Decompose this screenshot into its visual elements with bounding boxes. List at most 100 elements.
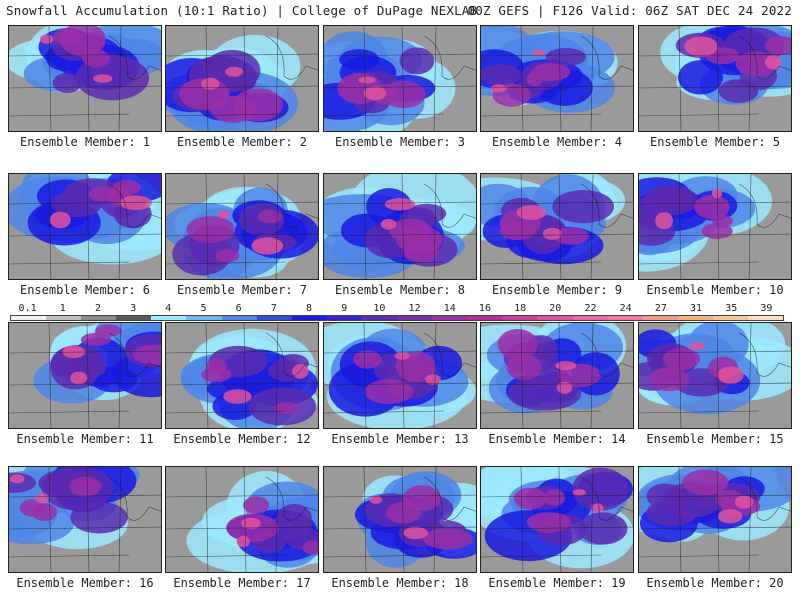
snowfall-map: [9, 323, 161, 428]
colorbar-swatch: [467, 316, 503, 320]
member-label-13: Ensemble Member: 13: [331, 432, 469, 446]
snowfall-map: [9, 174, 161, 279]
colorbar-tick-label: 0.1: [18, 303, 37, 314]
member-map-16: [8, 466, 162, 573]
colorbar-swatch: [712, 316, 748, 320]
colorbar-tick-label: 9: [341, 303, 348, 314]
member-label-16: Ensemble Member: 16: [16, 576, 154, 590]
colorbar-tick-label: 35: [725, 303, 738, 314]
member-map-18: [323, 466, 477, 573]
colorbar-swatch: [747, 316, 784, 320]
member-map-17: [165, 466, 319, 573]
colorbar-swatch: [572, 316, 608, 320]
colorbar-tick-label: 24: [619, 303, 632, 314]
member-label-4: Ensemble Member: 4: [491, 135, 623, 149]
colorbar-swatch: [537, 316, 573, 320]
model-valid-time: 00Z GEFS | F126 Valid: 06Z SAT DEC 24 20…: [467, 3, 792, 18]
colorbar-tick-label: 8: [306, 303, 313, 314]
colorbar-tick-label: 2: [94, 303, 101, 314]
colorbar-swatch: [221, 316, 257, 320]
colorbar-tick-label: 3: [130, 303, 137, 314]
member-map-11: [8, 322, 162, 429]
member-label-20: Ensemble Member: 20: [646, 576, 784, 590]
colorbar-swatch: [361, 316, 398, 320]
member-label-15: Ensemble Member: 15: [646, 432, 784, 446]
colorbar-swatch: [502, 316, 538, 320]
colorbar-tick-label: 4: [165, 303, 172, 314]
snowfall-map: [166, 26, 318, 131]
member-map-7: [165, 173, 319, 280]
header: Snowfall Accumulation (10:1 Ratio) | Col…: [0, 0, 800, 22]
snowfall-map: [324, 467, 476, 572]
snowfall-map: [9, 467, 161, 572]
member-label-8: Ensemble Member: 8: [334, 283, 466, 297]
snowfall-map: [481, 323, 633, 428]
colorbar-swatch: [116, 316, 152, 320]
member-map-6: [8, 173, 162, 280]
colorbar-swatch: [256, 316, 292, 320]
member-map-9: [480, 173, 634, 280]
product-title: Snowfall Accumulation (10:1 Ratio) | Col…: [6, 3, 478, 18]
colorbar-tick-label: 31: [690, 303, 703, 314]
snowfall-map: [324, 174, 476, 279]
member-map-1: [8, 25, 162, 132]
colorbar-swatch: [607, 316, 643, 320]
colorbar-tick-label: 39: [760, 303, 773, 314]
snowfall-map: [324, 26, 476, 131]
colorbar-swatch: [81, 316, 117, 320]
colorbar-swatch: [11, 316, 47, 320]
snowfall-map: [324, 323, 476, 428]
member-map-13: [323, 322, 477, 429]
snowfall-map: [639, 467, 791, 572]
snowfall-map: [166, 467, 318, 572]
member-label-11: Ensemble Member: 11: [16, 432, 154, 446]
snowfall-map: [166, 174, 318, 279]
snowfall-map: [639, 26, 791, 131]
colorbar-swatch: [326, 316, 362, 320]
colorbar-tick-label: 12: [408, 303, 421, 314]
colorbar-swatch: [397, 316, 433, 320]
snowfall-map: [9, 26, 161, 131]
colorbar-tick-label: 20: [549, 303, 562, 314]
member-label-17: Ensemble Member: 17: [173, 576, 311, 590]
member-map-4: [480, 25, 634, 132]
colorbar-swatch: [677, 316, 713, 320]
member-map-19: [480, 466, 634, 573]
member-label-12: Ensemble Member: 12: [173, 432, 311, 446]
snowfall-map: [166, 323, 318, 428]
colorbar-labels: 0.1 1 2 3 4 5 6 7 8 9 10 12 14 16 18 20 22 24 27 31 35 39: [10, 304, 784, 314]
member-map-15: [638, 322, 792, 429]
colorbar-tick-label: 7: [270, 303, 277, 314]
member-map-10: [638, 173, 792, 280]
member-map-5: [638, 25, 792, 132]
colorbar-swatch: [151, 316, 187, 320]
colorbar-tick-label: 22: [584, 303, 597, 314]
colorbar-swatch: [291, 316, 327, 320]
colorbar-tick-label: 14: [443, 303, 456, 314]
member-label-1: Ensemble Member: 1: [19, 135, 151, 149]
snowfall-colorbar: 0.1 1 2 3 4 5 6 7 8 9 10 12 14 16 18 20 22 24 27 31 35 39: [10, 304, 784, 326]
member-label-2: Ensemble Member: 2: [176, 135, 308, 149]
member-label-5: Ensemble Member: 5: [649, 135, 781, 149]
colorbar-swatch: [186, 316, 222, 320]
member-label-3: Ensemble Member: 3: [334, 135, 466, 149]
member-map-14: [480, 322, 634, 429]
snowfall-map: [481, 26, 633, 131]
colorbar-tick-label: 5: [200, 303, 207, 314]
member-label-7: Ensemble Member: 7: [176, 283, 308, 297]
member-label-10: Ensemble Member: 10: [646, 283, 784, 297]
colorbar-tick-label: 27: [654, 303, 667, 314]
colorbar-tick-label: 10: [373, 303, 386, 314]
member-label-14: Ensemble Member: 14: [488, 432, 626, 446]
member-map-8: [323, 173, 477, 280]
colorbar-tick-label: 6: [235, 303, 242, 314]
snowfall-map: [481, 174, 633, 279]
member-map-2: [165, 25, 319, 132]
colorbar-swatch: [46, 316, 82, 320]
snowfall-map: [481, 467, 633, 572]
snowfall-map: [639, 323, 791, 428]
member-map-12: [165, 322, 319, 429]
member-map-3: [323, 25, 477, 132]
member-label-18: Ensemble Member: 18: [331, 576, 469, 590]
member-map-20: [638, 466, 792, 573]
